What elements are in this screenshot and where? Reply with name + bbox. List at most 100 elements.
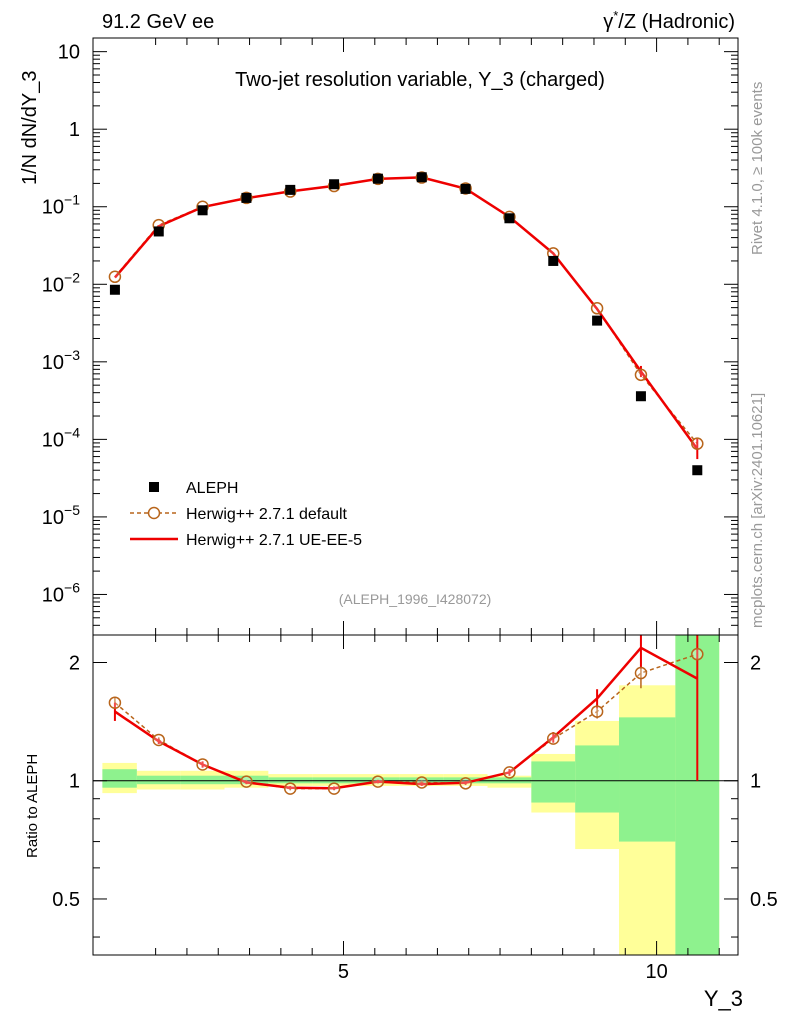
ytick-label-base: 10	[58, 42, 80, 64]
ytick-label-exponent: −4	[64, 424, 80, 440]
point-aleph	[285, 184, 296, 195]
point-aleph	[635, 391, 646, 402]
legend-marker-aleph	[149, 482, 159, 492]
point-aleph	[692, 465, 703, 476]
series-line-default	[114, 176, 698, 445]
ratio-point-default	[415, 776, 429, 789]
main-ytick-label: 10−2	[42, 269, 80, 296]
ytick-label-base: 10	[42, 429, 64, 451]
point-aleph	[416, 172, 427, 183]
ratio-ytick-label: 1	[69, 771, 80, 793]
x-axis-label: Y_3	[704, 986, 743, 1011]
header-right-suffix: /Z (Hadronic)	[618, 11, 735, 33]
ratio-marks	[108, 635, 704, 795]
ratio-bands	[102, 635, 720, 955]
ratio-frame	[92, 634, 739, 956]
ytick-label-base: 10	[42, 197, 64, 219]
header-right-sup: *	[613, 8, 618, 23]
point-aleph	[504, 213, 515, 224]
ratio-point-default	[327, 782, 341, 795]
main-ytick-label: 10−5	[42, 502, 80, 529]
ratio-xtick-labels: 5 10	[338, 961, 668, 983]
xtick-label: 5	[338, 961, 349, 983]
ratio-ytick-label-right: 2	[750, 653, 761, 675]
reference-label: (ALEPH_1996_I428072)	[339, 591, 492, 607]
point-aleph	[548, 255, 559, 266]
main-marks	[108, 171, 704, 476]
ratio-point-default	[691, 647, 704, 661]
ratio-point-default	[503, 766, 516, 779]
ytick-label-exponent: −6	[64, 579, 80, 595]
band-inner	[619, 717, 676, 842]
point-aleph	[241, 192, 252, 203]
point-aleph	[109, 284, 120, 295]
ratio-point-default	[590, 705, 604, 718]
ratio-ytick-label-right: 0.5	[750, 889, 778, 911]
band-inner	[180, 775, 225, 785]
point-aleph	[153, 226, 164, 237]
ratio-point-default	[152, 733, 166, 747]
header-left: 91.2 GeV ee	[102, 11, 214, 33]
series-line-ueee5	[113, 176, 699, 450]
ratio-panel: 2 2 1 1 0.5 0.5 5 10 Ratio to ALEPH Y_3	[24, 634, 778, 1011]
main-ticks	[93, 38, 738, 636]
ytick-label-base: 10	[42, 507, 64, 529]
point-aleph	[592, 315, 603, 326]
legend-label-default: Herwig++ 2.7.1 default	[186, 506, 348, 523]
ratio-ticks	[93, 635, 738, 955]
header-right: γ*/Z (Hadronic)	[603, 8, 735, 33]
ratio-ytick-label: 0.5	[52, 889, 80, 911]
ytick-label-base: 10	[42, 274, 64, 296]
rivet-label: Rivet 4.1.0, ≥ 100k events	[749, 82, 766, 255]
main-ytick-label: 10−4	[42, 424, 80, 451]
legend-marker-default	[147, 506, 161, 520]
point-default	[108, 270, 122, 284]
main-ytick-label: 10−3	[42, 347, 80, 374]
ratio-ytick-labels: 2 2 1 1 0.5 0.5	[52, 653, 778, 911]
point-aleph	[197, 205, 208, 216]
mcplots-label: mcplots.cern.ch [arXiv:2401.10621]	[749, 393, 766, 628]
band-inner	[531, 761, 576, 803]
band-inner	[575, 745, 620, 813]
point-aleph	[329, 179, 340, 190]
ratio-point-default	[459, 777, 472, 790]
band-inner	[102, 769, 137, 788]
ratio-ylabel: Ratio to ALEPH	[24, 754, 41, 858]
legend-label-ueee5: Herwig++ 2.7.1 UE-EE-5	[186, 532, 362, 549]
ytick-label-exponent: −5	[64, 502, 80, 518]
point-default	[634, 368, 648, 382]
header-right-prefix: γ	[603, 11, 613, 33]
legend: ALEPH Herwig++ 2.7.1 default Herwig++ 2.…	[130, 480, 362, 549]
ytick-label-base: 10	[42, 584, 64, 606]
ytick-label-exponent: −2	[64, 269, 80, 285]
ratio-point-default	[284, 782, 297, 795]
main-ytick-label: 10−1	[42, 192, 80, 219]
ytick-label-base: 10	[42, 352, 64, 374]
legend-label-aleph: ALEPH	[186, 480, 238, 497]
xtick-label: 10	[645, 961, 667, 983]
ratio-point-default	[240, 775, 253, 788]
ratio-line-ueee5	[114, 646, 698, 790]
ratio-point-default	[634, 666, 648, 680]
main-ytick-label: 10	[58, 42, 80, 64]
ratio-ytick-label-right: 1	[750, 771, 761, 793]
main-panel: Two-jet resolution variable, Y_3 (charge…	[19, 37, 739, 636]
band-inner	[136, 775, 181, 785]
ytick-label-exponent: −1	[64, 192, 80, 208]
ytick-label-exponent: −3	[64, 347, 80, 363]
ytick-label-base: 1	[69, 119, 80, 141]
ratio-point-default	[108, 696, 122, 709]
ratio-ytick-label: 2	[69, 653, 80, 675]
point-default	[590, 302, 604, 315]
point-aleph	[460, 183, 471, 194]
main-ytick-label: 10−6	[42, 579, 80, 606]
main-ylabel: 1/N dN/dY_3	[19, 70, 41, 185]
point-default	[691, 437, 704, 450]
ratio-point-default	[371, 775, 385, 788]
main-ytick-label: 1	[69, 119, 80, 141]
ratio-point-default	[547, 732, 560, 745]
point-aleph	[372, 173, 383, 184]
ratio-point-default	[196, 758, 209, 771]
